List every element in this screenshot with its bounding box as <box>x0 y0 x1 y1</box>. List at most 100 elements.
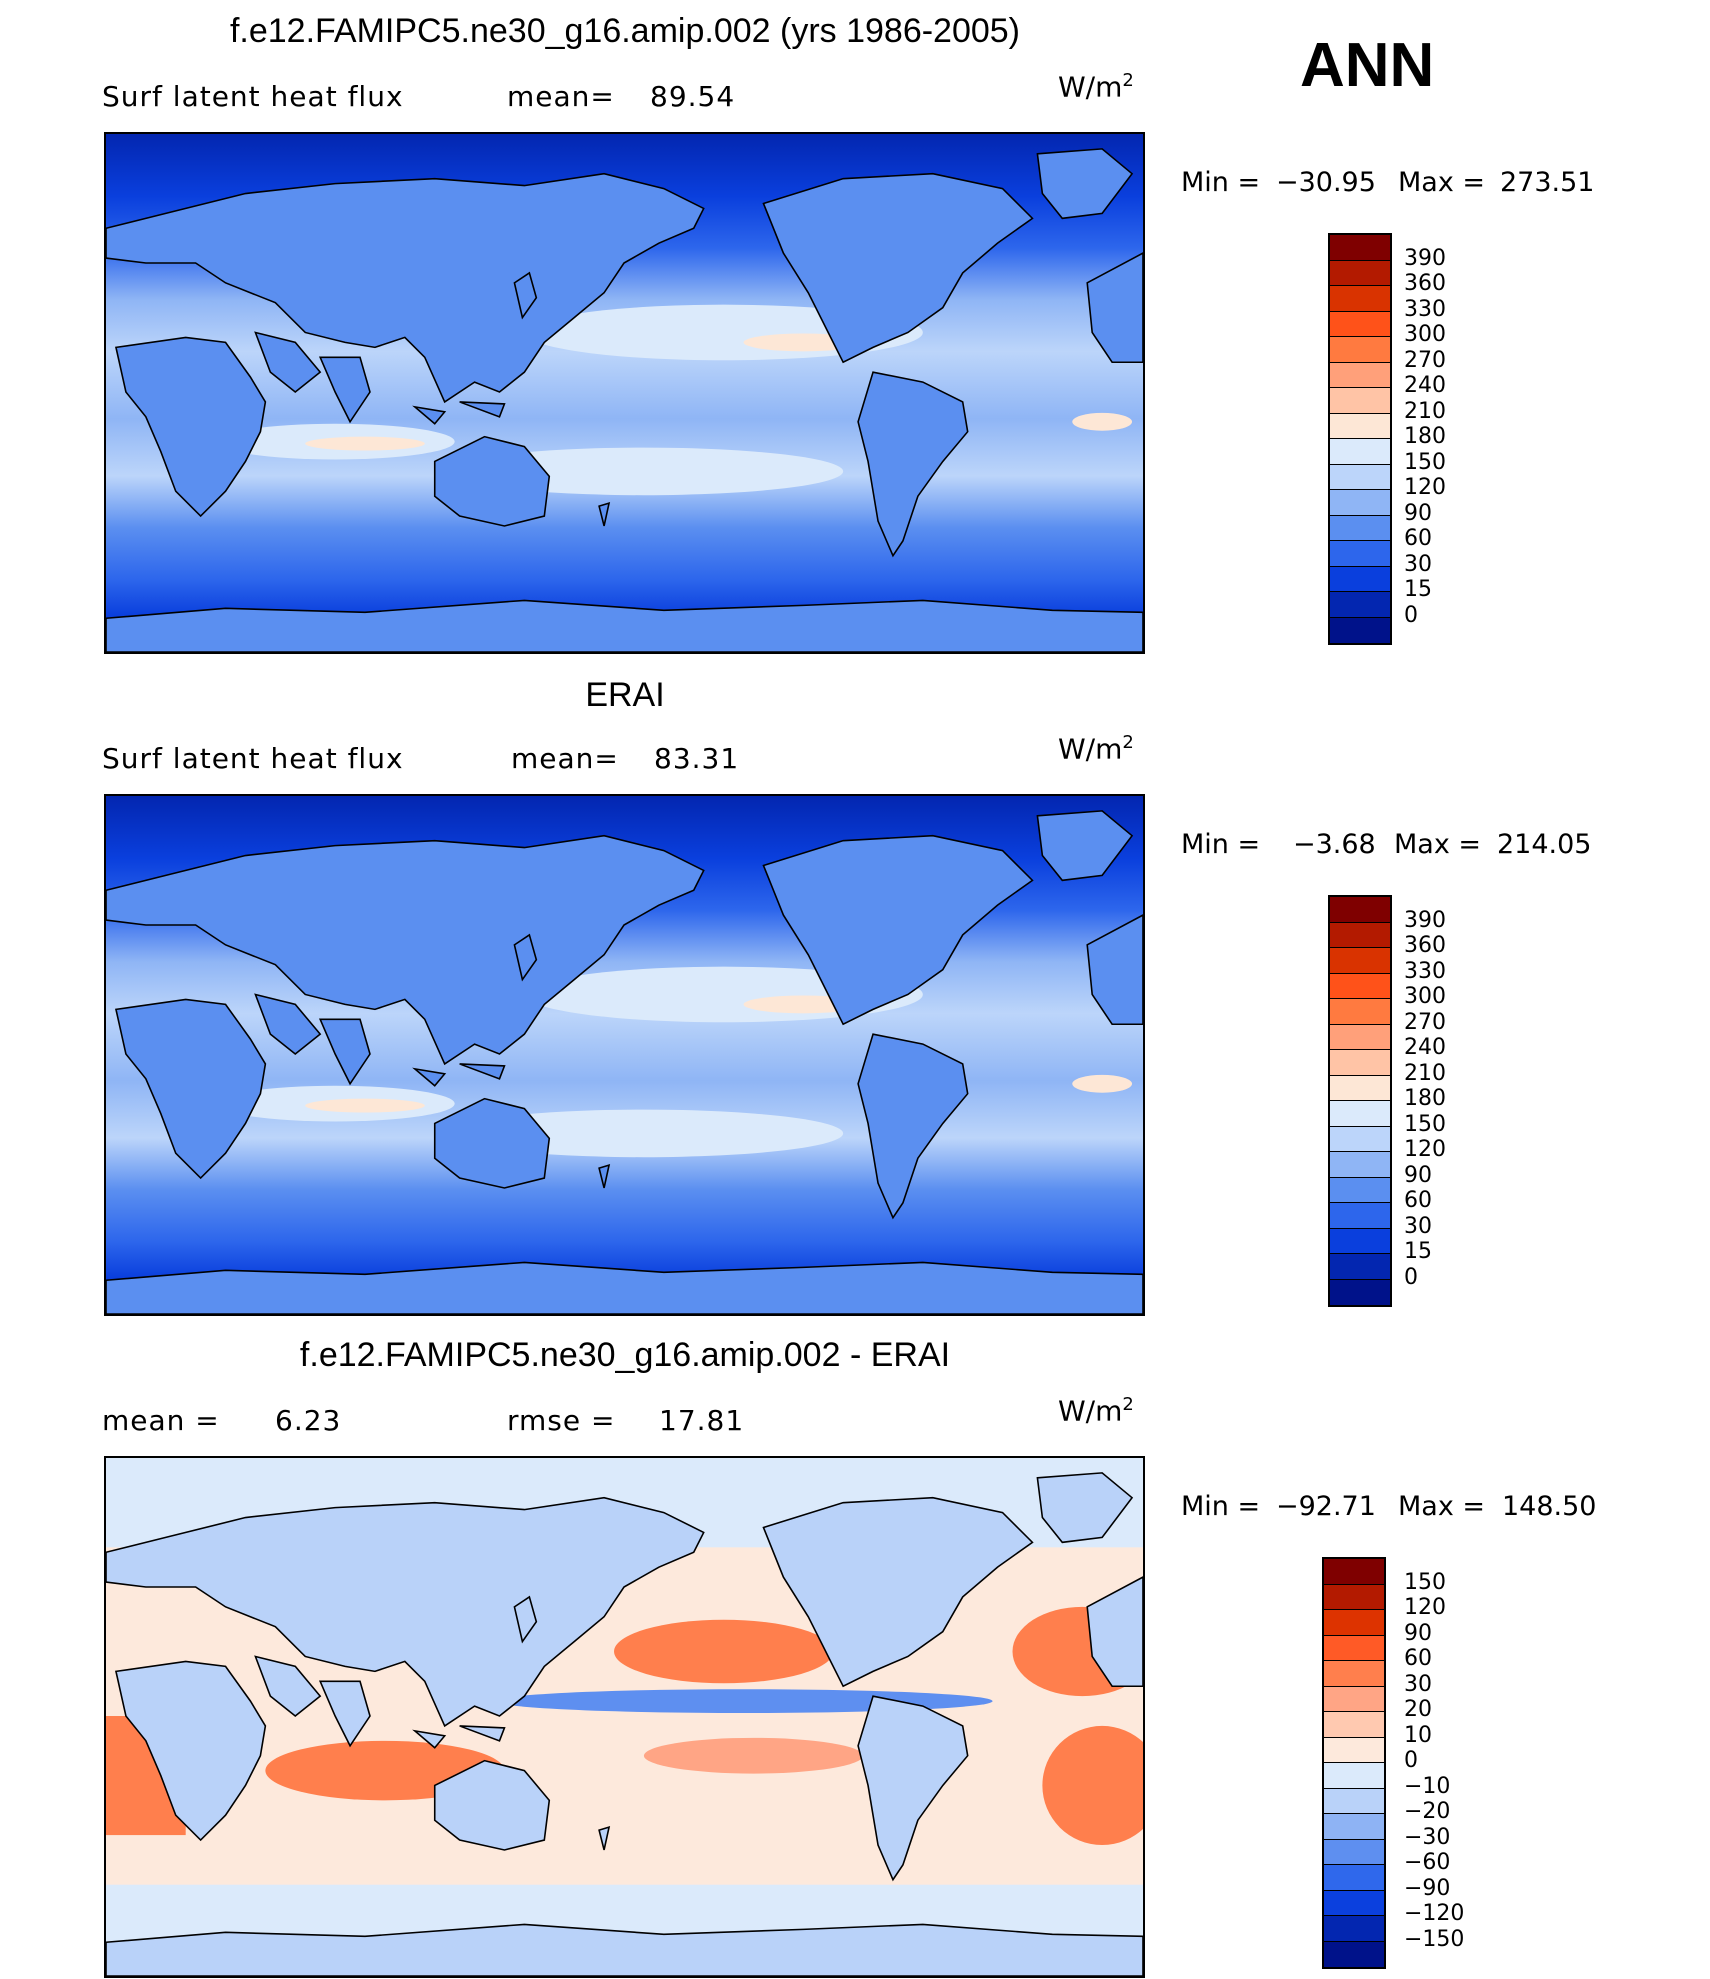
panel-2-min-value: −3.68 <box>1293 829 1376 860</box>
colorbar-segment <box>1324 1635 1384 1661</box>
colorbar-segment <box>1330 311 1390 337</box>
colorbar-tick-label: −150 <box>1404 1926 1465 1952</box>
panel-2-units: W/m2 <box>1058 732 1134 766</box>
panel-1-mean-value: 89.54 <box>650 80 736 113</box>
colorbar-segment <box>1330 464 1390 490</box>
colorbar-tick-label: −10 <box>1404 1773 1451 1799</box>
colorbar-segment <box>1324 1712 1384 1738</box>
colorbar-tick-label: 90 <box>1404 1620 1432 1646</box>
colorbar-tick-label: 15 <box>1404 577 1432 602</box>
colorbar-segment <box>1330 1203 1390 1229</box>
colorbar-segment <box>1330 1024 1390 1050</box>
colorbar-tick-label: 30 <box>1404 551 1432 577</box>
colorbar-tick-label: 270 <box>1404 1009 1446 1035</box>
colorbar-segment <box>1330 439 1390 465</box>
colorbar-segment <box>1324 1661 1384 1687</box>
colorbar-segment <box>1330 260 1390 286</box>
colorbar-segment <box>1330 413 1390 439</box>
panel-3-mean-value: 6.23 <box>275 1404 342 1437</box>
colorbar-segment <box>1330 337 1390 363</box>
panel-2-mean-label: mean= <box>511 742 619 775</box>
colorbar-tick-label: 180 <box>1404 424 1446 449</box>
colorbar-segment <box>1324 1916 1384 1942</box>
panel-1-mean-label: mean= <box>507 80 615 113</box>
colorbar-tick-label: 360 <box>1404 933 1446 958</box>
colorbar-tick-label: 90 <box>1404 1162 1432 1188</box>
colorbar-tick-label: 240 <box>1404 373 1446 398</box>
colorbar-segment <box>1324 1814 1384 1840</box>
colorbar-segment <box>1330 592 1390 618</box>
map-field <box>106 134 1143 652</box>
colorbar-tick-label: −20 <box>1404 1799 1451 1824</box>
panel-1-map <box>104 132 1145 654</box>
colorbar-tick-label: 120 <box>1404 1595 1446 1620</box>
colorbar-segment <box>1330 1152 1390 1178</box>
colorbar-segment <box>1330 1050 1390 1076</box>
panel-3-mean-label: mean = <box>102 1404 220 1437</box>
colorbar-segment <box>1330 388 1390 414</box>
colorbar-tick-label: 120 <box>1404 1137 1446 1162</box>
panel-2-variable-label: Surf latent heat flux <box>102 742 404 775</box>
colorbar-tick-label: 330 <box>1404 958 1446 984</box>
colorbar-segment <box>1324 1941 1384 1967</box>
colorbar-segment <box>1330 566 1390 592</box>
colorbar-segment <box>1324 1839 1384 1865</box>
panel-1-max-value: 273.51 <box>1500 167 1595 198</box>
panel-2-max-value: 214.05 <box>1497 829 1592 860</box>
panel-1-max-label: Max = <box>1398 167 1486 198</box>
panel-1-title: f.e12.FAMIPC5.ne30_g16.amip.002 (yrs 198… <box>229 12 1021 50</box>
colorbar-tick-label: 150 <box>1404 1111 1446 1137</box>
panel-2-colorbar <box>1328 895 1392 1307</box>
colorbar-tick-label: 150 <box>1404 449 1446 475</box>
colorbar-tick-label: 210 <box>1404 1060 1446 1086</box>
panel-3-rmse-label: rmse = <box>507 1404 616 1437</box>
colorbar-tick-label: −30 <box>1404 1824 1451 1850</box>
panel-3-title: f.e12.FAMIPC5.ne30_g16.amip.002 - ERAI <box>299 1336 951 1374</box>
colorbar-segment <box>1330 999 1390 1025</box>
colorbar-segment <box>1324 1559 1384 1585</box>
colorbar-segment <box>1330 1101 1390 1127</box>
colorbar-tick-label: 390 <box>1404 907 1446 933</box>
panel-2-title: ERAI <box>585 676 665 714</box>
colorbar-segment <box>1330 1228 1390 1254</box>
colorbar-segment <box>1330 1254 1390 1280</box>
panel-3-min-value: −92.71 <box>1276 1491 1376 1522</box>
map-field <box>106 1458 1143 1976</box>
colorbar-segment <box>1324 1584 1384 1610</box>
colorbar-segment <box>1330 362 1390 388</box>
colorbar-tick-label: 240 <box>1404 1035 1446 1060</box>
colorbar-tick-label: 0 <box>1404 1264 1418 1290</box>
colorbar-tick-label: −120 <box>1404 1901 1465 1926</box>
colorbar-segment <box>1330 948 1390 974</box>
panel-1-units: W/m2 <box>1058 70 1134 104</box>
panel-1-min-value: −30.95 <box>1276 167 1376 198</box>
colorbar-segment <box>1324 1737 1384 1763</box>
panel-2-min-label: Min = <box>1181 829 1261 860</box>
colorbar-tick-label: 20 <box>1404 1697 1432 1722</box>
colorbar-segment <box>1330 1126 1390 1152</box>
colorbar-segment <box>1324 1865 1384 1891</box>
panel-1-colorbar <box>1328 233 1392 645</box>
colorbar-segment <box>1324 1763 1384 1789</box>
colorbar-tick-label: 180 <box>1404 1086 1446 1111</box>
colorbar-tick-label: 390 <box>1404 245 1446 271</box>
panel-3-map <box>104 1456 1145 1978</box>
colorbar-segment <box>1330 897 1390 923</box>
panel-3-rmse-value: 17.81 <box>659 1404 745 1437</box>
map-field <box>106 796 1143 1314</box>
colorbar-tick-label: −60 <box>1404 1850 1451 1875</box>
colorbar-tick-label: 0 <box>1404 1748 1418 1773</box>
colorbar-segment <box>1330 235 1390 261</box>
colorbar-tick-label: 360 <box>1404 271 1446 296</box>
colorbar-segment <box>1330 286 1390 312</box>
colorbar-segment <box>1324 1788 1384 1814</box>
colorbar-segment <box>1324 1610 1384 1636</box>
panel-3-colorbar <box>1322 1557 1386 1969</box>
colorbar-tick-label: 270 <box>1404 347 1446 373</box>
panel-2-mean-value: 83.31 <box>654 742 740 775</box>
colorbar-segment <box>1324 1686 1384 1712</box>
colorbar-segment <box>1330 490 1390 516</box>
colorbar-tick-label: 150 <box>1404 1569 1446 1595</box>
colorbar-tick-label: 90 <box>1404 500 1432 526</box>
colorbar-tick-label: 300 <box>1404 322 1446 347</box>
